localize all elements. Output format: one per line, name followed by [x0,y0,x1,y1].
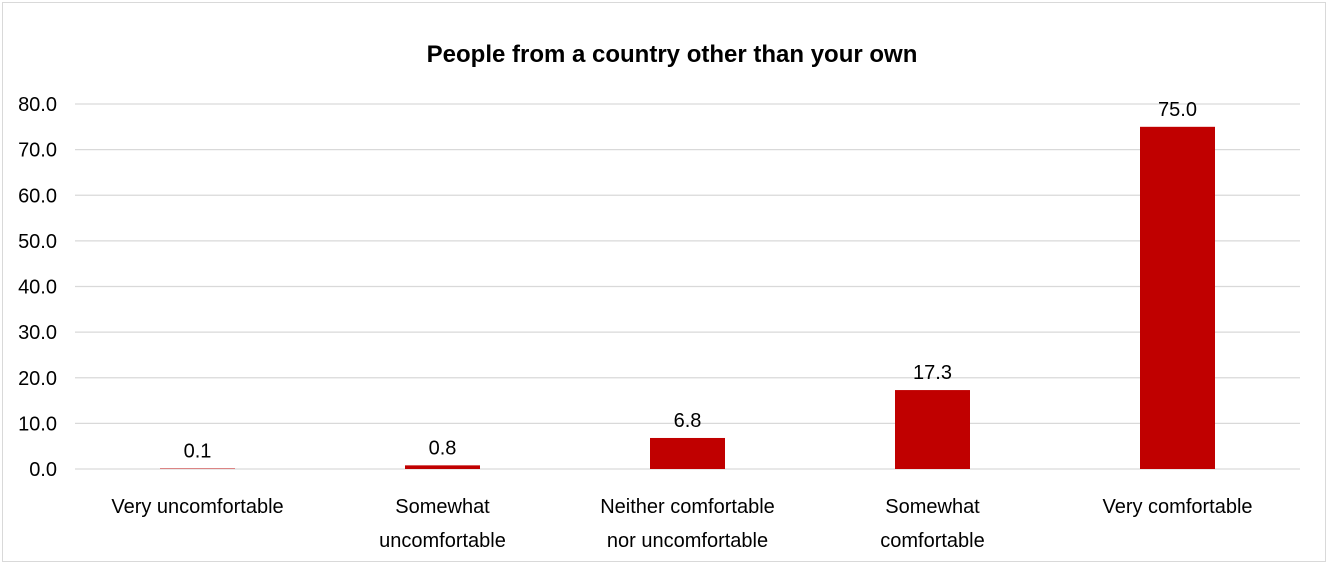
x-axis-categories: Very uncomfortable Somewhat uncomfortable N… [111,496,1252,552]
x-category-label: Neither comfortable [600,496,775,518]
y-tick-label: 40.0 [18,277,57,299]
bar [405,465,480,469]
y-tick-label: 10.0 [18,413,57,435]
x-category-label: Very uncomfortable [111,496,283,518]
data-label: 0.1 [184,441,212,463]
data-label: 75.0 [1158,99,1197,121]
x-category-label: Very comfortable [1102,496,1252,518]
y-tick-label: 60.0 [18,185,57,207]
x-category-label: comfortable [880,530,985,552]
x-category-label: nor uncomfortable [607,530,768,552]
data-labels: 0.1 0.8 6.8 17.3 75.0 [184,99,1197,463]
bar [650,437,725,469]
bar [895,390,970,469]
y-axis-ticks: 0.0 10.0 20.0 30.0 40.0 50.0 60.0 70.0 80.0 [18,94,57,481]
y-tick-label: 50.0 [18,231,57,253]
gridlines [75,103,1300,470]
y-tick-label: 20.0 [18,368,57,390]
x-category-label: Somewhat [395,496,490,518]
y-tick-label: 30.0 [18,322,57,344]
bar [1140,126,1215,469]
y-tick-label: 0.0 [29,459,57,481]
bars [160,126,1215,469]
x-category-label: Somewhat [885,496,980,518]
data-label: 6.8 [674,410,702,432]
y-tick-label: 70.0 [18,140,57,162]
data-label: 17.3 [913,362,952,384]
chart-title: People from a country other than your ow… [427,41,918,68]
y-tick-label: 80.0 [18,94,57,116]
data-label: 0.8 [429,437,457,459]
x-category-label: uncomfortable [379,530,506,552]
